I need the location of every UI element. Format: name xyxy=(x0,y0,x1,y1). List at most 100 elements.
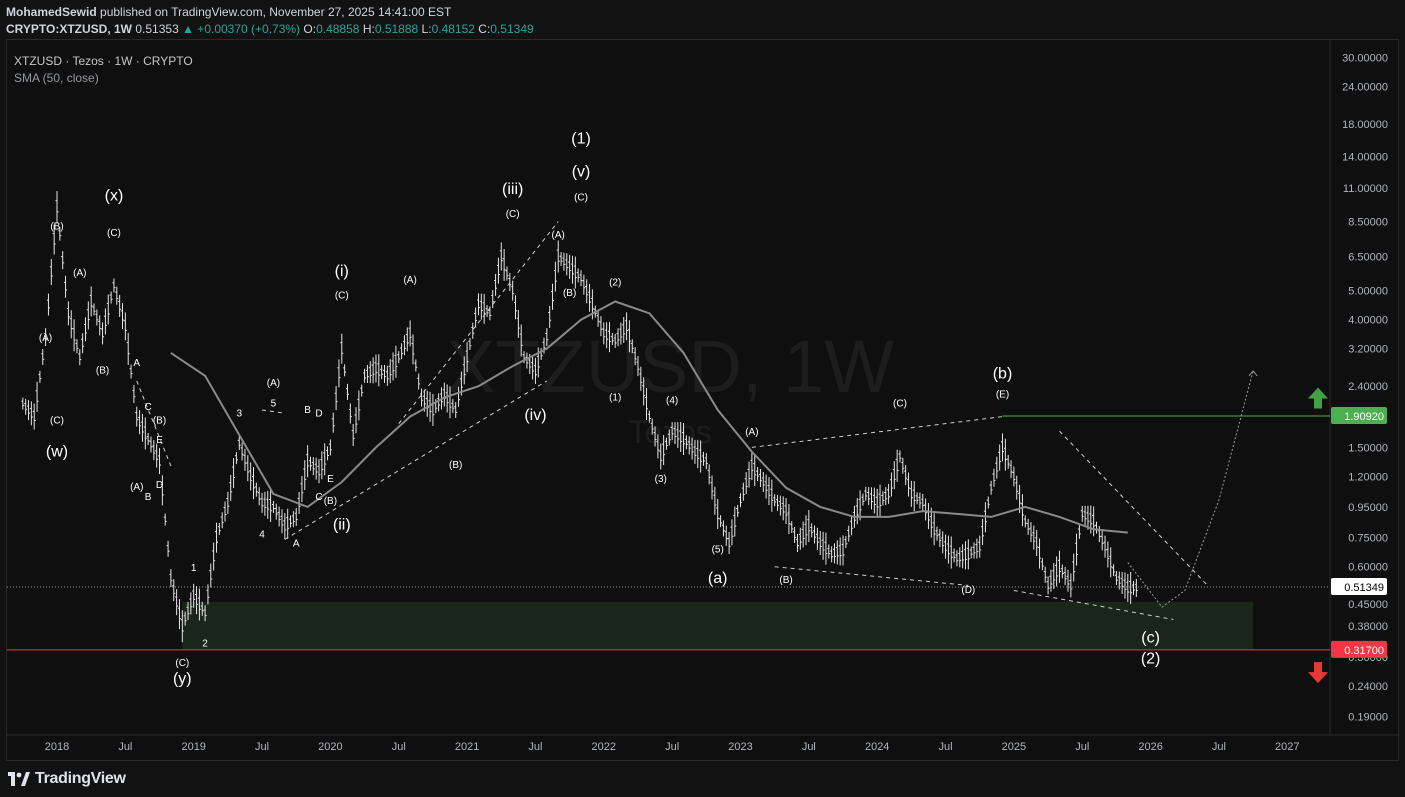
y-tick-label: 0.45000 xyxy=(1348,599,1388,611)
wave-label: (B) xyxy=(96,365,109,376)
x-tick-label: 2020 xyxy=(318,741,342,753)
wave-label: (a) xyxy=(708,570,728,587)
published-text: published on TradingView.com, November 2… xyxy=(100,5,452,19)
sma-indicator-label[interactable]: SMA (50, close) xyxy=(14,71,99,85)
x-tick-label: Jul xyxy=(392,741,406,753)
y-tick-label: 0.60000 xyxy=(1348,562,1388,574)
wave-label: (C) xyxy=(506,209,520,220)
wave-label: (A) xyxy=(73,268,86,279)
wave-label: (B) xyxy=(50,221,63,232)
open-label: O: xyxy=(303,22,317,36)
wave-label: (C) xyxy=(50,416,64,427)
wave-label: B xyxy=(304,405,311,416)
wave-label: C xyxy=(145,402,152,413)
wave-label: (A) xyxy=(403,275,416,286)
y-tick-label: 30.00000 xyxy=(1342,52,1388,64)
x-tick-label: Jul xyxy=(1075,741,1089,753)
wave-label: (x) xyxy=(105,187,124,204)
wave-label: (A) xyxy=(745,427,758,438)
x-tick-label: 2025 xyxy=(1002,741,1026,753)
trendline[interactable] xyxy=(1059,430,1208,586)
x-tick-label: Jul xyxy=(939,741,953,753)
wave-label: (C) xyxy=(335,291,349,302)
wave-label: (B) xyxy=(324,496,337,507)
wave-label: (4) xyxy=(666,396,678,407)
y-tick-label: 18.00000 xyxy=(1342,119,1388,131)
wave-label: (2) xyxy=(1141,651,1161,668)
symbol-title[interactable]: XTZUSD · Tezos · 1W · CRYPTO xyxy=(14,54,193,68)
x-tick-label: 2023 xyxy=(728,741,752,753)
x-tick-label: Jul xyxy=(118,741,132,753)
wave-label: (B) xyxy=(153,416,166,427)
y-tick-label: 0.75000 xyxy=(1348,533,1388,545)
wave-label: 2 xyxy=(202,639,208,650)
y-tick-label: 8.50000 xyxy=(1348,217,1388,229)
y-tick-label: 24.00000 xyxy=(1342,81,1388,93)
sma-50-line[interactable] xyxy=(170,300,1128,534)
x-tick-label: Jul xyxy=(665,741,679,753)
close-value: 0.51349 xyxy=(490,22,534,36)
wave-label: (C) xyxy=(574,192,588,203)
price-label-box xyxy=(1331,640,1387,658)
wave-label: (5) xyxy=(712,544,724,555)
trendline[interactable] xyxy=(284,380,548,540)
footer: TradingView xyxy=(8,768,126,790)
x-tick-label: 2026 xyxy=(1138,741,1162,753)
wave-label: 5 xyxy=(271,399,277,410)
y-tick-label: 11.00000 xyxy=(1343,183,1388,195)
symbol-line: CRYPTO:XTZUSD, 1W xyxy=(6,22,133,36)
wave-label: (iv) xyxy=(524,407,546,424)
low-label: L: xyxy=(421,22,432,36)
y-tick-label: 14.00000 xyxy=(1342,152,1388,164)
wave-label: (C) xyxy=(893,399,907,410)
price-label-box xyxy=(1331,407,1387,424)
wave-label: (iii) xyxy=(502,181,523,198)
wave-label: D xyxy=(315,409,322,420)
open-value: 0.48858 xyxy=(316,22,360,36)
trendline[interactable] xyxy=(261,409,285,414)
trendline[interactable] xyxy=(398,221,559,424)
y-tick-label: 6.50000 xyxy=(1348,251,1388,263)
wave-label: (1) xyxy=(609,393,621,404)
wave-label: (E) xyxy=(996,390,1009,401)
high-value: 0.51888 xyxy=(374,22,419,36)
wave-label: 3 xyxy=(236,409,242,420)
publisher-name[interactable]: MohamedSewid xyxy=(6,5,97,19)
x-tick-label: Jul xyxy=(1212,741,1226,753)
wave-label: (C) xyxy=(175,658,189,669)
wave-label: (2) xyxy=(609,278,621,289)
x-tick-label: 2019 xyxy=(181,741,205,753)
wave-label: A xyxy=(133,358,140,369)
chart-legend: XTZUSD · Tezos · 1W · CRYPTO SMA (50, cl… xyxy=(14,53,193,87)
low-value: 0.48152 xyxy=(431,22,475,36)
wave-label: (A) xyxy=(267,378,280,389)
price-label: 1.90920 xyxy=(1344,411,1384,423)
x-tick-label: Jul xyxy=(528,741,542,753)
trendline[interactable] xyxy=(774,566,969,586)
wave-label: (i) xyxy=(335,263,349,280)
wave-label: (v) xyxy=(572,164,591,181)
wave-label: (ii) xyxy=(333,516,351,533)
up-arrow-icon xyxy=(1308,387,1328,409)
last-price: 0.51353 xyxy=(135,22,179,36)
wave-label: (A) xyxy=(130,482,143,493)
trendline[interactable] xyxy=(751,416,1003,448)
projection-arrowhead xyxy=(1248,370,1258,377)
wave-label: (c) xyxy=(1141,630,1160,647)
x-tick-label: Jul xyxy=(802,741,816,753)
y-tick-label: 2.40000 xyxy=(1348,381,1388,393)
projection-path[interactable] xyxy=(1127,370,1254,608)
y-tick-label: 4.00000 xyxy=(1348,315,1388,327)
tradingview-logo-icon xyxy=(8,772,30,786)
x-tick-label: Jul xyxy=(255,741,269,753)
wave-label: (b) xyxy=(993,365,1013,382)
y-tick-label: 0.19000 xyxy=(1348,711,1388,723)
trendline[interactable] xyxy=(1013,589,1174,621)
x-tick-label: 2022 xyxy=(592,741,616,753)
wave-label: E xyxy=(327,474,334,485)
tradingview-brand[interactable]: TradingView xyxy=(35,770,126,787)
y-tick-label: 1.50000 xyxy=(1348,442,1388,454)
wave-label: (A) xyxy=(39,333,52,344)
wave-label: (B) xyxy=(563,288,576,299)
